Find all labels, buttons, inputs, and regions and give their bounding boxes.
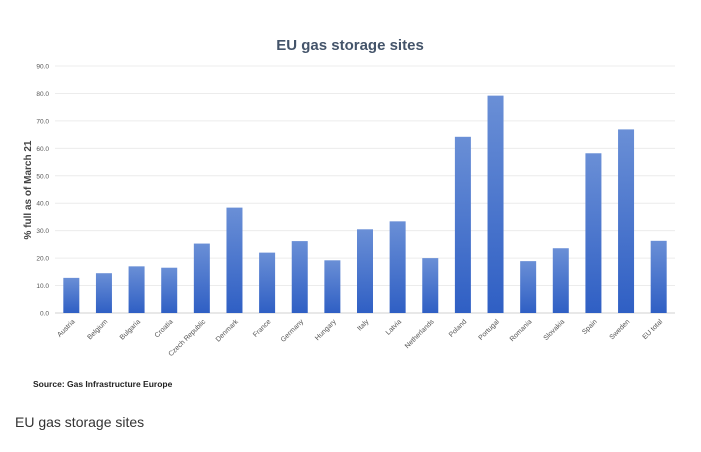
y-tick-label: 60.0 [36, 146, 49, 153]
y-tick-label: 70.0 [36, 118, 49, 125]
bar-croatia [161, 267, 178, 313]
bar-sweden [618, 129, 635, 313]
y-axis-label: % full as of March 21 [23, 140, 34, 239]
bar-romania [520, 261, 537, 313]
x-tick-label: Croatia [154, 318, 175, 339]
x-tick-label: Sweden [609, 318, 632, 341]
x-tick-label: Hungary [314, 318, 338, 342]
x-tick-label: EU total [642, 318, 665, 341]
y-tick-label: 20.0 [36, 256, 49, 263]
x-tick-label: Denmark [215, 318, 240, 343]
bar-portugal [487, 95, 504, 313]
y-tick-label: 0.0 [40, 311, 49, 318]
bar-bulgaria [128, 266, 145, 313]
x-tick-label: Netherlands [404, 318, 436, 350]
bar-denmark [226, 207, 243, 313]
bar-chart: EU gas storage sites 0.0 10.0 20.0 30.0 40.0… [23, 37, 675, 389]
bar-germany [291, 241, 308, 313]
y-tick-label: 90.0 [36, 64, 49, 71]
x-tick-label: Portugal [478, 318, 502, 342]
bar-france [259, 252, 276, 313]
bar-czech-republic [193, 243, 210, 313]
x-tick-label: Bulgaria [119, 318, 142, 341]
bar-belgium [95, 273, 112, 313]
chart-title: EU gas storage sites [276, 37, 424, 54]
x-tick-label: Belgium [87, 318, 110, 341]
y-tick-label: 50.0 [36, 173, 49, 180]
bar-netherlands [422, 258, 439, 313]
source-note: Source: Gas Infrastructure Europe [33, 379, 173, 389]
x-tick-label: Latvia [385, 318, 403, 336]
x-tick-label: Italy [356, 318, 370, 332]
bar-eu-total [650, 240, 667, 313]
bar-latvia [389, 221, 406, 313]
bar-italy [357, 229, 373, 313]
y-tick-label: 80.0 [36, 91, 49, 98]
bar-poland [454, 136, 471, 313]
x-tick-label: Romania [509, 318, 534, 343]
bar-austria [63, 277, 80, 313]
x-tick-label: Spain [581, 318, 599, 336]
y-tick-label: 10.0 [36, 283, 49, 290]
bar-slovakia [552, 248, 569, 313]
y-tick-label: 40.0 [36, 201, 49, 208]
x-tick-label: France [252, 318, 272, 338]
x-tick-label: Poland [448, 318, 468, 338]
x-tick-label: Austria [56, 318, 76, 338]
x-tick-label: Slovakia [543, 318, 567, 342]
x-tick-label: Germany [280, 318, 306, 344]
figure-caption: EU gas storage sites [15, 414, 145, 430]
bar-hungary [324, 260, 341, 313]
bar-spain [585, 153, 602, 313]
y-tick-label: 30.0 [36, 228, 49, 235]
